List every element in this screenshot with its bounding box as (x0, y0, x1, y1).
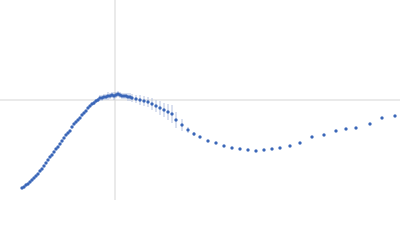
point (74, 120, 78, 124)
point (254, 149, 258, 153)
point (30, 178, 34, 182)
point (368, 122, 372, 126)
point (230, 146, 234, 150)
point (80, 113, 84, 117)
chart (0, 0, 400, 200)
point (262, 148, 266, 152)
point (198, 135, 202, 139)
point (52, 150, 56, 154)
point (54, 147, 58, 151)
point (150, 102, 154, 106)
point (68, 129, 72, 133)
point (38, 169, 42, 173)
point (66, 131, 70, 135)
point (70, 125, 74, 129)
point (134, 97, 138, 101)
point (146, 100, 150, 104)
point (222, 144, 226, 148)
point (96, 98, 100, 102)
point (270, 147, 274, 151)
point (40, 167, 44, 171)
point (44, 161, 48, 165)
point (42, 164, 46, 168)
point (48, 155, 52, 159)
point (170, 112, 174, 116)
point (64, 133, 68, 137)
point (322, 133, 326, 137)
point (380, 116, 384, 120)
point (32, 176, 36, 180)
point (206, 139, 210, 143)
point (28, 180, 32, 184)
point (72, 122, 76, 126)
point (310, 135, 314, 139)
point (142, 99, 146, 103)
point (130, 96, 134, 100)
point (92, 101, 96, 105)
point (334, 129, 338, 133)
point (192, 132, 196, 136)
point (174, 118, 178, 122)
point (298, 141, 302, 145)
point (162, 108, 166, 112)
point (214, 141, 218, 145)
point (344, 127, 348, 131)
point (84, 109, 88, 113)
point (278, 146, 282, 150)
point (166, 110, 170, 114)
point (288, 144, 292, 148)
point (22, 185, 26, 189)
point (186, 128, 190, 132)
point (88, 104, 92, 108)
point (76, 118, 80, 122)
point (246, 148, 250, 152)
point (158, 106, 162, 110)
point (154, 104, 158, 108)
point (180, 123, 184, 127)
point (26, 182, 30, 186)
point (138, 98, 142, 102)
point (34, 174, 38, 178)
point (46, 158, 50, 162)
point (354, 126, 358, 130)
point (60, 139, 64, 143)
point (36, 172, 40, 176)
point (86, 106, 90, 110)
point (393, 114, 397, 118)
point (56, 145, 60, 149)
point (62, 136, 66, 140)
point (50, 153, 54, 157)
point (82, 111, 86, 115)
point (238, 147, 242, 151)
point (78, 116, 82, 120)
point (58, 142, 62, 146)
